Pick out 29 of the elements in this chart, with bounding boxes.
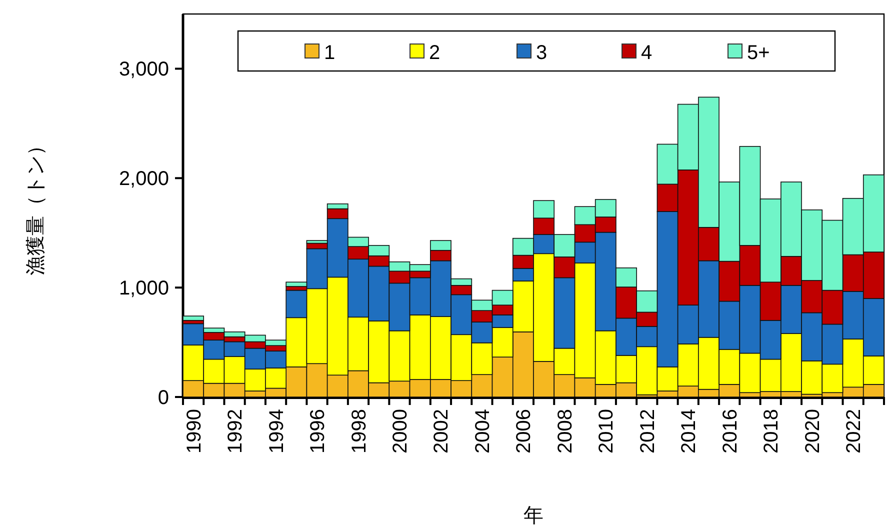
x-tick-label: 1994	[266, 409, 288, 454]
y-tick-label: 0	[158, 387, 169, 409]
legend-label: 2	[429, 42, 440, 64]
legend-label: 3	[536, 42, 548, 64]
legend-label: 5+	[747, 42, 770, 64]
x-tick-label: 2018	[760, 409, 783, 454]
y-tick-label: 2,000	[118, 168, 169, 190]
x-tick-label: 2012	[636, 409, 659, 454]
x-tick-label: 1990	[183, 409, 206, 454]
x-tick-label: 2014	[678, 409, 700, 454]
x-tick-label: 2020	[802, 409, 824, 454]
x-tick-label: 2010	[596, 409, 618, 454]
y-axis-title: 漁獲量（トン）	[25, 136, 47, 276]
x-tick-label: 2006	[513, 409, 536, 454]
x-tick-label: 2000	[389, 409, 412, 454]
x-tick-label: 2008	[554, 409, 576, 454]
y-tick-label: 1,000	[118, 278, 169, 300]
x-axis-title: 年	[524, 505, 544, 527]
y-tick-label: 3,000	[118, 58, 169, 81]
x-tick-label: 1998	[348, 409, 370, 454]
x-tick-label: 1996	[307, 409, 330, 454]
bar	[182, 316, 204, 321]
legend-label: 1	[324, 42, 336, 64]
x-tick-label: 2022	[843, 409, 866, 454]
legend-label: 4	[641, 42, 652, 64]
x-tick-label: 2016	[719, 409, 742, 454]
x-tick-label: 1992	[224, 409, 247, 454]
x-tick-label: 2002	[430, 409, 453, 454]
x-tick-label: 2004	[472, 409, 494, 454]
